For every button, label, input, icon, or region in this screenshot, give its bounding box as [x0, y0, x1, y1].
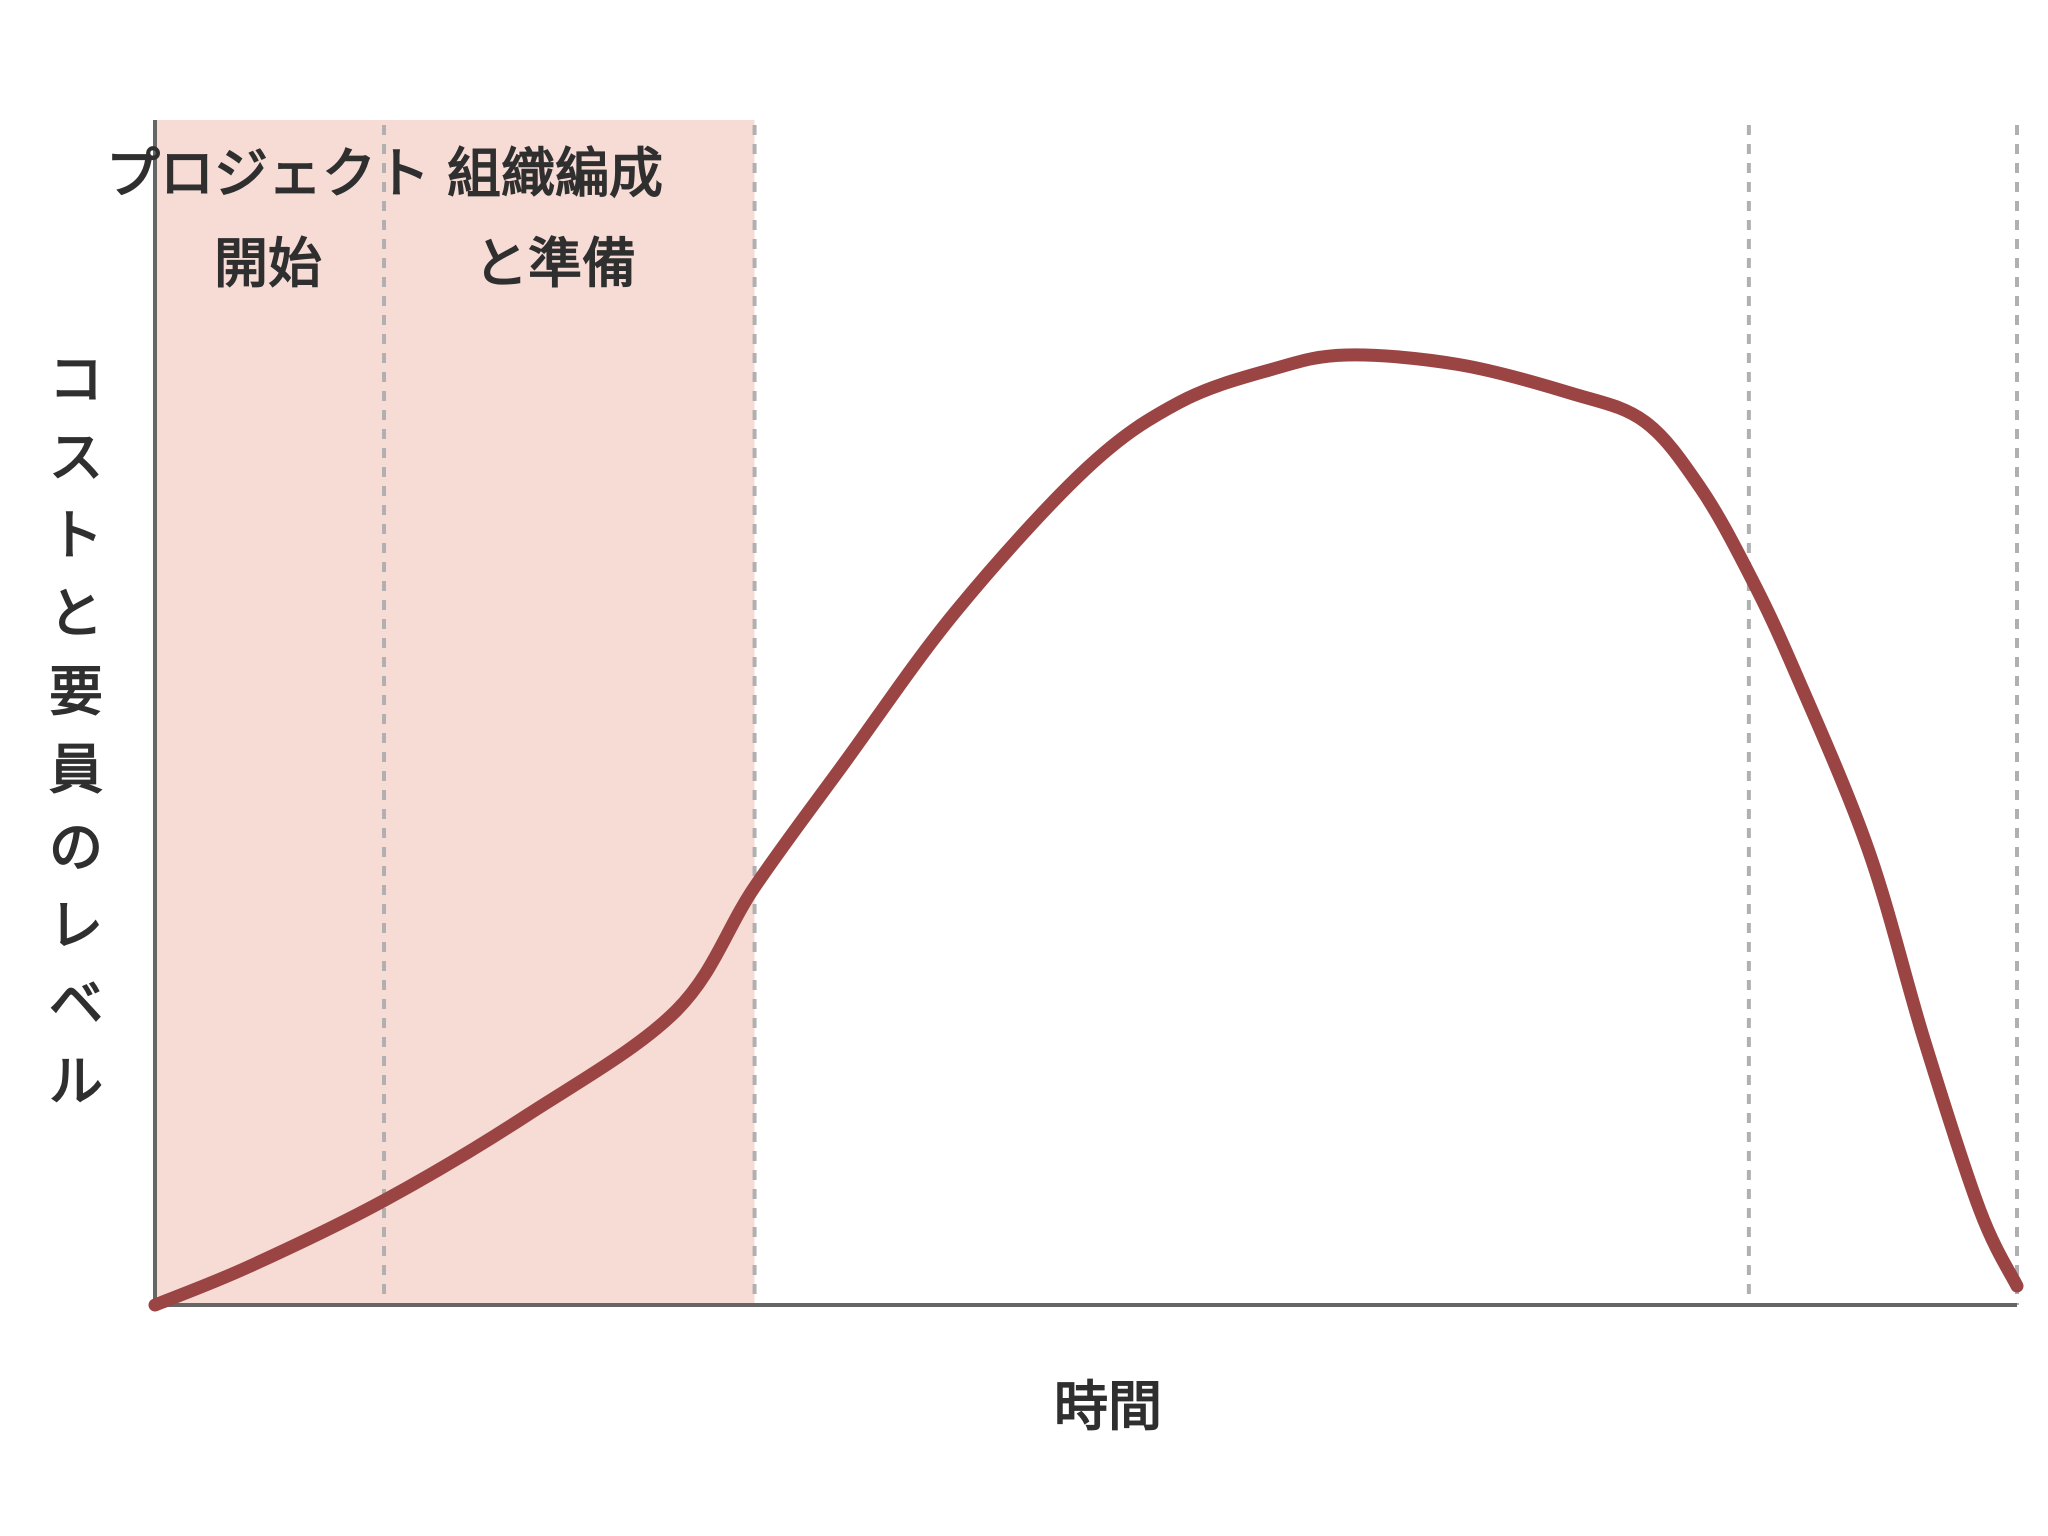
- phase-band-start: [155, 120, 385, 1305]
- y-axis-label-char: ベ: [49, 972, 103, 1035]
- phase-label-start: プロジェクト: [106, 142, 430, 205]
- y-axis-label-char: レ: [49, 894, 103, 957]
- phase-dividers: [382, 125, 2019, 1305]
- y-axis-label-char: コ: [49, 348, 103, 411]
- x-axis-label: 時間: [1054, 1375, 1162, 1438]
- axes: [153, 120, 2017, 1307]
- phase-label-start: 開始: [214, 232, 322, 295]
- y-axis-label-char: ス: [49, 426, 103, 489]
- series-line: [148, 348, 2024, 1312]
- y-axis-label-char: と: [49, 582, 103, 645]
- y-axis-label-char: ト: [49, 504, 103, 567]
- y-axis-label-char: ル: [49, 1050, 103, 1113]
- phase-bands: [155, 120, 755, 1305]
- y-axis-label-char: 員: [49, 738, 103, 801]
- phase-label-organize: 組織編成: [447, 142, 663, 205]
- y-axis-label-char: の: [49, 816, 103, 879]
- phase-band-organize: [384, 120, 755, 1305]
- y-axis-label-char: 要: [49, 660, 103, 723]
- phase-label-organize: と準備: [474, 232, 636, 295]
